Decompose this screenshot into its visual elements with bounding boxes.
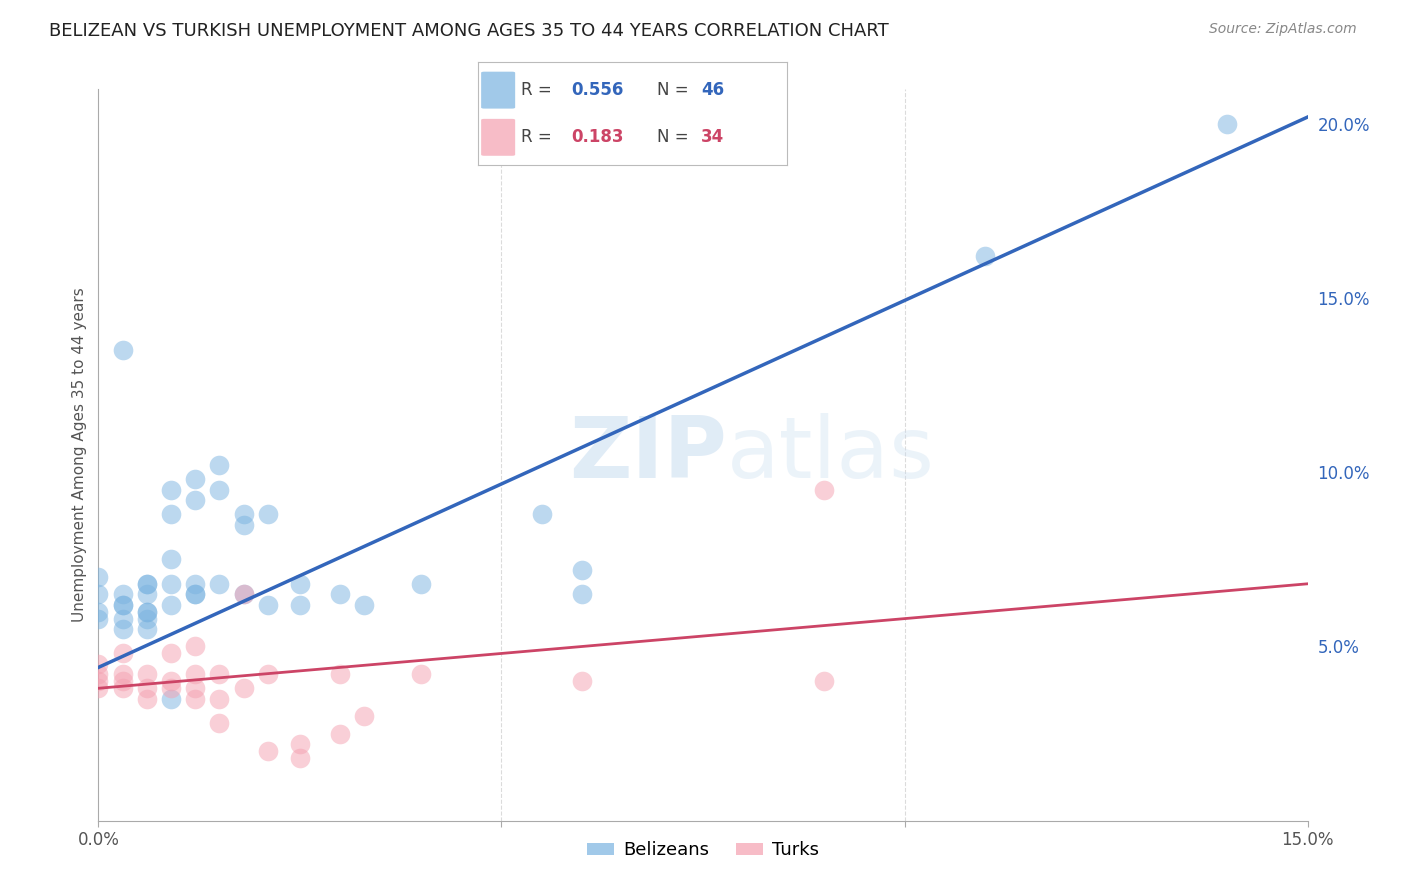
Point (160, 647, 183, 661)
Point (530, 507, 553, 521)
Point (111, 681, 134, 696)
Point (87, 674, 110, 689)
Point (813, 483, 835, 497)
Point (232, 507, 254, 521)
Point (329, 667, 352, 681)
Point (160, 507, 183, 521)
Point (353, 598, 375, 612)
Point (409, 576, 432, 591)
Point (111, 622, 134, 636)
Point (135, 576, 157, 591)
Text: Source: ZipAtlas.com: Source: ZipAtlas.com (1209, 22, 1357, 37)
Point (208, 458, 231, 473)
FancyBboxPatch shape (481, 71, 515, 109)
Point (135, 612, 157, 626)
Point (184, 691, 207, 706)
Text: 0.183: 0.183 (571, 128, 623, 146)
Point (184, 681, 207, 696)
Text: 0.556: 0.556 (571, 81, 623, 99)
Point (184, 640, 207, 654)
Point (184, 493, 207, 508)
Point (111, 343, 134, 358)
Point (160, 674, 183, 689)
Point (329, 726, 352, 740)
Point (184, 587, 207, 601)
Point (329, 587, 352, 601)
Point (135, 667, 157, 681)
FancyBboxPatch shape (481, 119, 515, 156)
Point (160, 552, 183, 566)
Point (87, 612, 110, 626)
Point (184, 587, 207, 601)
Point (813, 674, 835, 689)
Point (135, 681, 157, 696)
Point (1216, 117, 1239, 131)
Y-axis label: Unemployment Among Ages 35 to 44 years: Unemployment Among Ages 35 to 44 years (72, 287, 87, 623)
Point (571, 587, 593, 601)
Text: N =: N = (658, 128, 689, 146)
Text: atlas: atlas (727, 413, 935, 497)
Point (288, 576, 311, 591)
Point (288, 751, 311, 765)
Text: 46: 46 (700, 81, 724, 99)
Point (256, 667, 278, 681)
Point (974, 249, 997, 263)
Point (160, 483, 183, 497)
Point (232, 681, 254, 696)
Point (111, 667, 134, 681)
Point (184, 576, 207, 591)
Text: R =: R = (522, 128, 553, 146)
Point (87, 657, 110, 671)
Point (409, 667, 432, 681)
Point (256, 507, 278, 521)
Point (571, 674, 593, 689)
Text: R =: R = (522, 81, 553, 99)
Point (135, 576, 157, 591)
Point (256, 598, 278, 612)
Point (160, 576, 183, 591)
Point (87, 587, 110, 601)
Point (208, 483, 231, 497)
Text: N =: N = (658, 81, 689, 99)
Point (111, 587, 134, 601)
Point (208, 716, 231, 731)
Legend: Belizeans, Turks: Belizeans, Turks (579, 834, 827, 866)
Point (571, 563, 593, 577)
Point (208, 691, 231, 706)
Point (135, 605, 157, 619)
Text: ZIP: ZIP (569, 413, 727, 497)
Text: BELIZEAN VS TURKISH UNEMPLOYMENT AMONG AGES 35 TO 44 YEARS CORRELATION CHART: BELIZEAN VS TURKISH UNEMPLOYMENT AMONG A… (49, 22, 889, 40)
Point (184, 667, 207, 681)
Point (232, 517, 254, 532)
Point (160, 598, 183, 612)
Point (208, 576, 231, 591)
Point (256, 744, 278, 758)
Point (111, 598, 134, 612)
Point (87, 667, 110, 681)
Point (232, 587, 254, 601)
Point (160, 691, 183, 706)
Point (87, 570, 110, 584)
Point (135, 622, 157, 636)
Point (111, 598, 134, 612)
Point (288, 598, 311, 612)
Point (87, 681, 110, 696)
Text: 34: 34 (700, 128, 724, 146)
Point (135, 691, 157, 706)
Point (87, 605, 110, 619)
Point (135, 587, 157, 601)
Point (288, 737, 311, 751)
Point (135, 605, 157, 619)
Point (208, 667, 231, 681)
Point (111, 674, 134, 689)
Point (111, 647, 134, 661)
Point (111, 612, 134, 626)
Point (353, 709, 375, 723)
Point (184, 472, 207, 486)
Point (232, 587, 254, 601)
Point (160, 681, 183, 696)
